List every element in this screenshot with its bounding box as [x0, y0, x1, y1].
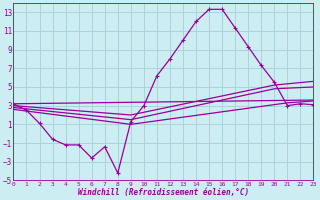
X-axis label: Windchill (Refroidissement éolien,°C): Windchill (Refroidissement éolien,°C): [78, 188, 249, 197]
